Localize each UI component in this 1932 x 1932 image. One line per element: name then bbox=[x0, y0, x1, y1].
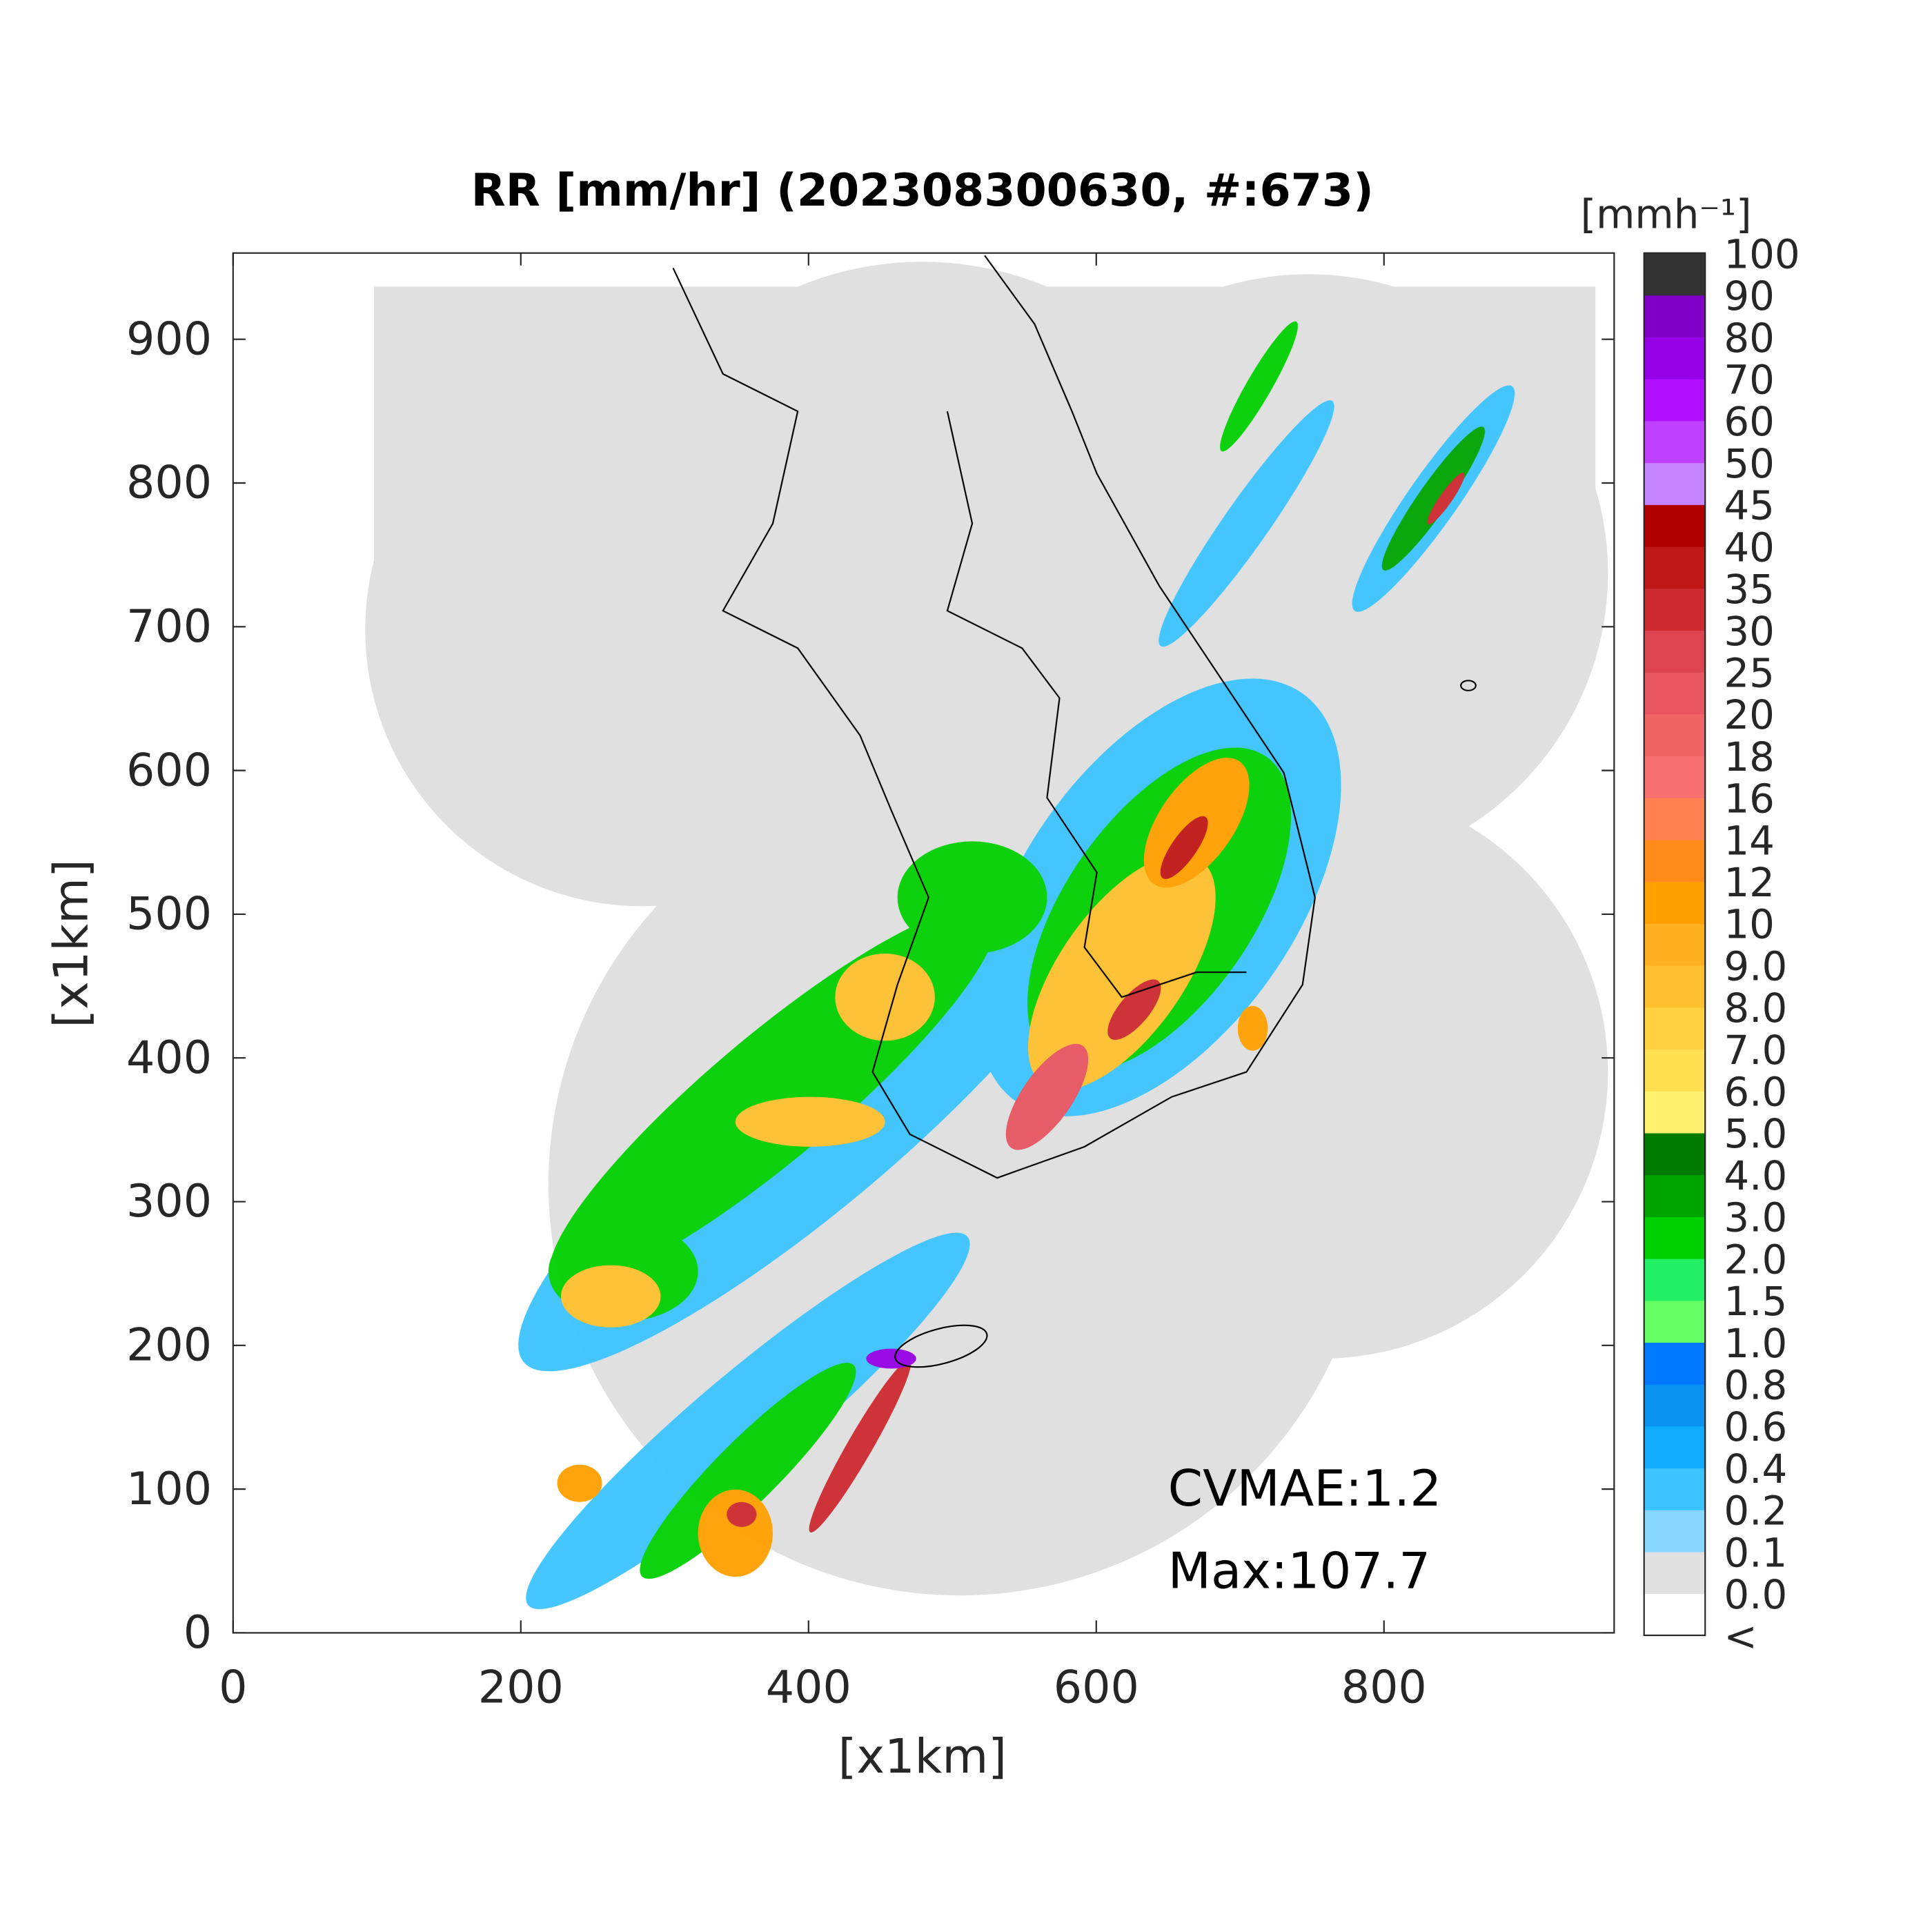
plot-frame bbox=[232, 252, 1615, 1634]
colorbar-swatch bbox=[1644, 295, 1706, 338]
colorbar-swatch bbox=[1644, 1174, 1706, 1217]
colorbar-label: 30 bbox=[1724, 608, 1775, 655]
colorbar-swatch bbox=[1644, 1007, 1706, 1050]
colorbar-label: 8.0 bbox=[1724, 985, 1787, 1032]
colorbar-label: 18 bbox=[1724, 733, 1775, 780]
colorbar-label: 0.0 bbox=[1724, 1571, 1787, 1618]
y-tick-label: 100 bbox=[126, 1463, 212, 1515]
colorbar-swatch bbox=[1644, 378, 1706, 422]
colorbar-swatch bbox=[1644, 546, 1706, 589]
colorbar-label: < bbox=[1724, 1613, 1757, 1660]
colorbar-label: 6.0 bbox=[1724, 1069, 1787, 1116]
x-tick-label: 600 bbox=[1054, 1662, 1139, 1714]
colorbar-label: 0.1 bbox=[1724, 1529, 1787, 1576]
colorbar-swatch bbox=[1644, 462, 1706, 505]
x-tick-label: 400 bbox=[766, 1662, 851, 1714]
colorbar-label: 0.4 bbox=[1724, 1446, 1787, 1492]
colorbar-swatch bbox=[1644, 420, 1706, 464]
colorbar-label: 3.0 bbox=[1724, 1194, 1787, 1241]
x-axis-label: [x1km] bbox=[838, 1729, 1007, 1784]
colorbar-swatch bbox=[1644, 630, 1706, 673]
colorbar-label: 25 bbox=[1724, 649, 1775, 696]
colorbar-label: 100 bbox=[1724, 230, 1800, 277]
colorbar-label: 2.0 bbox=[1724, 1236, 1787, 1283]
colorbar-swatch bbox=[1644, 671, 1706, 715]
colorbar-swatch bbox=[1644, 1300, 1706, 1343]
colorbar-swatch bbox=[1644, 1383, 1706, 1427]
colorbar: <0.00.10.20.40.60.81.01.52.03.04.05.06.0… bbox=[1643, 230, 1800, 1660]
colorbar-label: 14 bbox=[1724, 817, 1775, 864]
colorbar-label: 5.0 bbox=[1724, 1110, 1787, 1157]
colorbar-label: 45 bbox=[1724, 482, 1775, 529]
y-tick-label: 400 bbox=[126, 1032, 212, 1084]
colorbar-swatch bbox=[1644, 839, 1706, 883]
x-tick-label: 0 bbox=[219, 1662, 247, 1714]
colorbar-title: [mmh⁻¹] bbox=[1581, 191, 1752, 238]
colorbar-swatch bbox=[1644, 1090, 1706, 1134]
rain-echoes bbox=[518, 321, 1515, 1610]
colorbar-swatch bbox=[1644, 1593, 1706, 1636]
colorbar-swatch bbox=[1644, 1468, 1706, 1510]
colorbar-swatch bbox=[1644, 1216, 1706, 1259]
colorbar-label: 10 bbox=[1724, 901, 1775, 948]
y-tick-label: 0 bbox=[184, 1607, 212, 1659]
y-tick-label: 300 bbox=[126, 1176, 212, 1228]
axes: 0 200 400 600 800 0 100 200 300 400 500 600 700 800 90… bbox=[126, 253, 1615, 1714]
colorbar-swatch bbox=[1644, 965, 1706, 1008]
colorbar-swatch bbox=[1644, 337, 1706, 379]
y-axis-label: [x1km] bbox=[43, 859, 99, 1027]
colorbar-swatch bbox=[1644, 253, 1706, 296]
y-tick-label: 800 bbox=[126, 457, 212, 509]
colorbar-swatch bbox=[1644, 881, 1706, 924]
colorbar-swatch bbox=[1644, 1049, 1706, 1092]
y-tick-label: 600 bbox=[126, 745, 212, 796]
colorbar-label: 70 bbox=[1724, 357, 1775, 404]
colorbar-swatch bbox=[1644, 797, 1706, 840]
colorbar-swatch bbox=[1644, 1258, 1706, 1301]
colorbar-label: 50 bbox=[1724, 440, 1775, 487]
colorbar-swatch bbox=[1644, 1509, 1706, 1552]
y-tick-label: 200 bbox=[126, 1320, 212, 1372]
radar-field bbox=[365, 255, 1608, 1610]
coastline bbox=[672, 255, 1477, 1368]
colorbar-swatch bbox=[1644, 1132, 1706, 1176]
colorbar-swatch bbox=[1644, 588, 1706, 631]
colorbar-swatch bbox=[1644, 1342, 1706, 1385]
colorbar-label: 40 bbox=[1724, 524, 1775, 571]
colorbar-swatch bbox=[1644, 504, 1706, 547]
colorbar-label: 1.5 bbox=[1724, 1278, 1787, 1325]
colorbar-label: 80 bbox=[1724, 315, 1775, 362]
colorbar-label: 20 bbox=[1724, 691, 1775, 738]
colorbar-frame bbox=[1643, 252, 1706, 1637]
annotation: CVMAE:1.2 bbox=[1168, 1460, 1442, 1518]
colorbar-label: 60 bbox=[1724, 398, 1775, 445]
colorbar-swatch bbox=[1644, 923, 1706, 966]
y-tick-label: 700 bbox=[126, 601, 212, 653]
colorbar-swatch bbox=[1644, 1426, 1706, 1469]
colorbar-label: 0.2 bbox=[1724, 1488, 1787, 1535]
y-tick-label: 900 bbox=[126, 313, 212, 365]
colorbar-label: 1.0 bbox=[1724, 1320, 1787, 1367]
colorbar-label: 0.6 bbox=[1724, 1403, 1787, 1450]
colorbar-label: 35 bbox=[1724, 566, 1775, 613]
colorbar-label: 7.0 bbox=[1724, 1027, 1787, 1074]
colorbar-label: 9.0 bbox=[1724, 943, 1787, 989]
colorbar-swatch bbox=[1644, 1551, 1706, 1595]
colorbar-label: 16 bbox=[1724, 776, 1775, 822]
colorbar-label: 4.0 bbox=[1724, 1152, 1787, 1199]
x-tick-label: 200 bbox=[478, 1662, 564, 1714]
y-tick-label: 500 bbox=[126, 889, 212, 940]
colorbar-swatch bbox=[1644, 713, 1706, 757]
colorbar-label: 90 bbox=[1724, 273, 1775, 319]
annotation: Max:107.7 bbox=[1168, 1542, 1431, 1600]
colorbar-label: 0.8 bbox=[1724, 1361, 1787, 1408]
colorbar-swatch bbox=[1644, 756, 1706, 798]
x-tick-label: 800 bbox=[1341, 1662, 1427, 1714]
colorbar-label: 12 bbox=[1724, 859, 1775, 906]
map-title: RR [mm/hr] (202308300630, #:673) bbox=[471, 165, 1374, 217]
